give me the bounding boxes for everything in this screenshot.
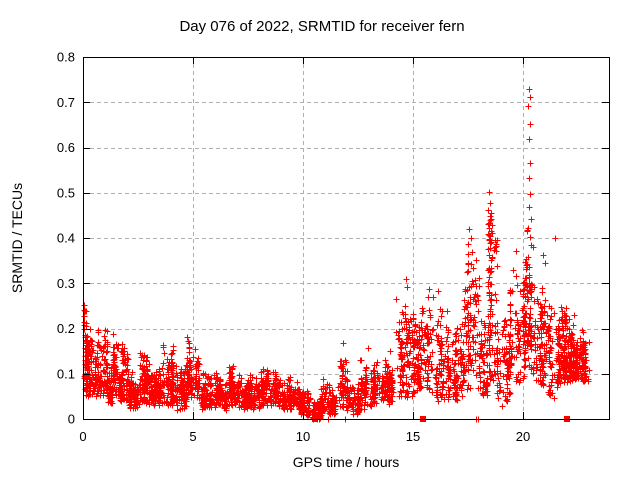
y-tick-label: 0.6 (57, 140, 75, 155)
y-tick-label: 0.5 (57, 185, 75, 200)
plus-markers-path (81, 86, 593, 423)
chart-title: Day 076 of 2022, SRMTID for receiver fer… (179, 18, 464, 35)
y-tick-label: 0.3 (57, 276, 75, 291)
y-tick-label: 0.1 (57, 366, 75, 381)
frame-path (83, 57, 610, 420)
plot-frame-and-ticks (83, 57, 610, 420)
y-axis-label: SRMTID / TECUs (9, 183, 25, 293)
x-tick-label: 15 (406, 429, 420, 444)
x-tick-label: 20 (516, 429, 530, 444)
x-tick-label: 10 (296, 429, 310, 444)
x-tick-label: 5 (189, 429, 196, 444)
y-tick-label: 0 (68, 412, 75, 427)
y-tick-label: 0.4 (57, 231, 75, 246)
y-tick-label: 0.8 (57, 50, 75, 65)
y-tick-label: 0.7 (57, 95, 75, 110)
x-axis-label: GPS time / hours (293, 454, 400, 470)
y-tick-label: 0.2 (57, 321, 75, 336)
x-tick-label: 0 (79, 429, 86, 444)
scatter-points (81, 86, 593, 423)
tick-labels: 0 5 10 15 20 0 0.1 0.2 0.3 0.4 0.5 0.6 0.7 0.8 (57, 50, 530, 445)
